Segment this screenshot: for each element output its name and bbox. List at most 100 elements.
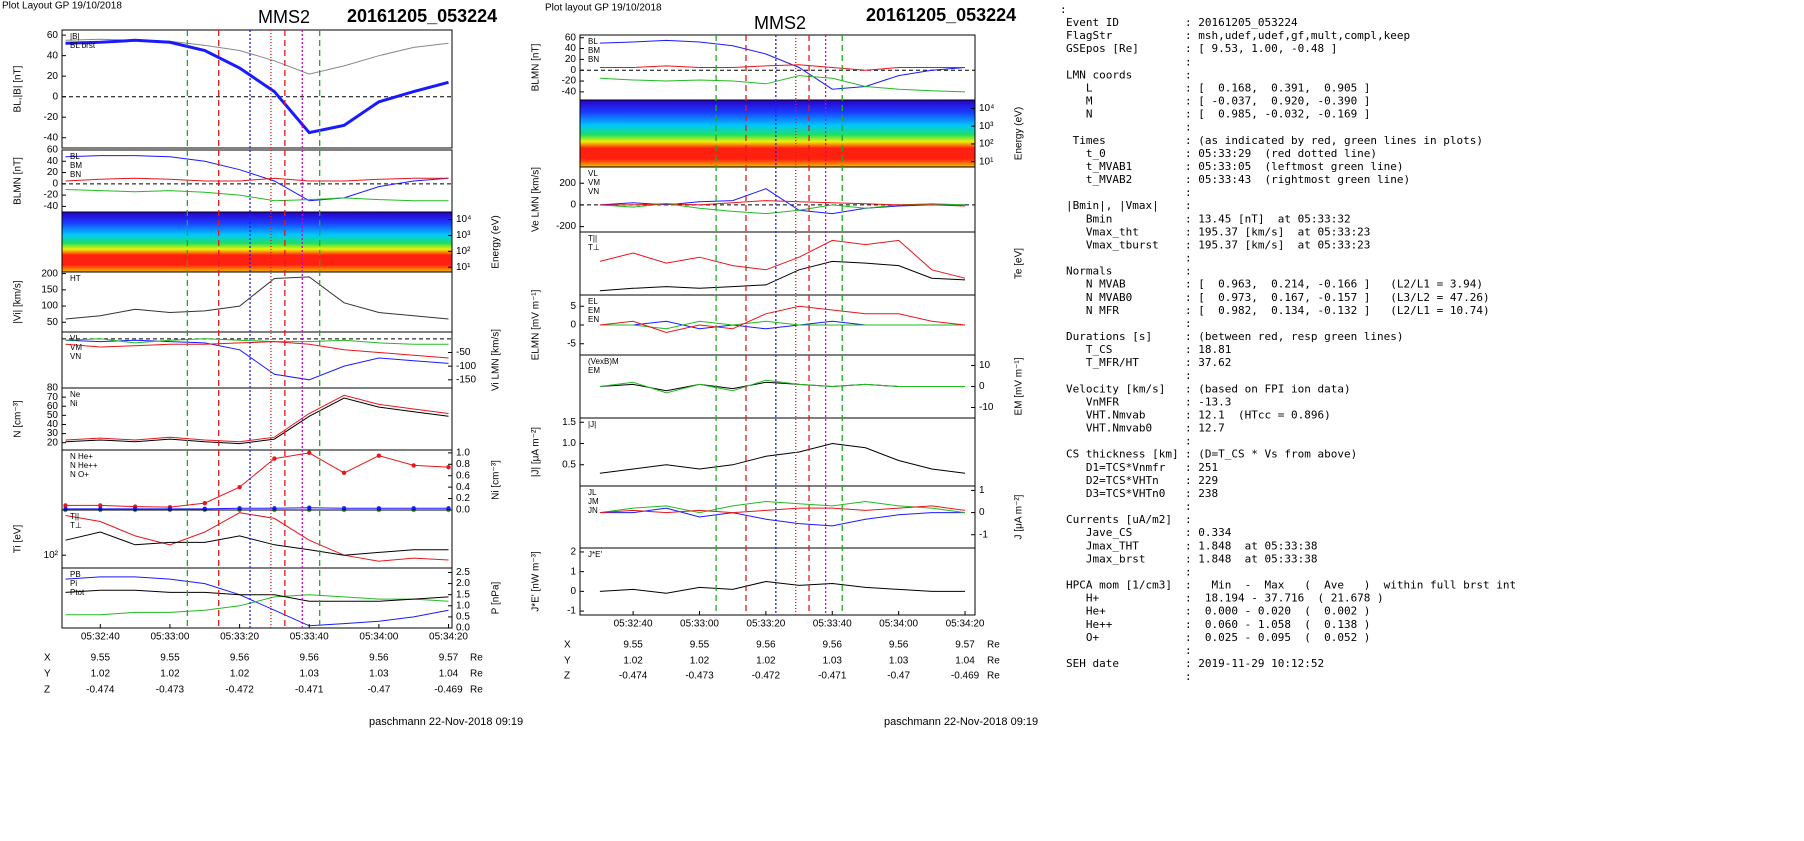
position-value: 9.55 [160,653,180,664]
legend-entry: EM [588,366,600,375]
y-tick-label: -20 [44,190,59,201]
y-tick-label: 1.0 [456,600,470,611]
position-value: 1.02 [91,669,111,680]
y-tick-label: 40 [47,50,59,61]
y-tick-label: 0 [570,65,576,76]
info-key: Event ID [1066,16,1119,29]
info-key: T_MFR/HT [1066,356,1139,369]
position-value: -0.472 [752,671,781,682]
info-key: Vmax_tht [1066,225,1139,238]
y-tick-label: -50 [456,347,471,358]
data-point [307,505,312,510]
position-value: -0.47 [367,685,390,696]
position-value: 1.02 [230,669,250,680]
info-value: : [ -0.037, 0.920, -0.390 ] [1185,95,1370,108]
y-axis-label: EM [mV m⁻¹] [1014,357,1025,415]
panel-frame [61,29,453,149]
y-tick-label: 10² [456,246,471,257]
legend-entry: VN [70,352,81,361]
position-value: 9.56 [230,653,250,664]
legend-entry: Ni [70,399,78,408]
panel-frame [61,449,453,511]
y-tick-label: 1 [979,485,985,496]
y-tick-label: 0 [570,320,576,331]
position-value: 9.56 [823,640,843,651]
position-value: 1.02 [690,656,710,667]
panel-frame [579,485,976,549]
info-key: Jave_CS [1066,526,1132,539]
legend-entry: EL [588,297,598,306]
info-value: : [1185,199,1192,212]
y-tick-label: 10 [979,360,991,371]
position-value: 9.56 [299,653,319,664]
info-value: : [1185,265,1192,278]
legend-entry: VM [70,343,82,352]
series-line [65,589,449,602]
y-axis-label: |J| [μA m⁻²] [531,427,542,477]
y-tick-label: 20 [565,54,577,65]
y-tick-label: 0.5 [456,612,470,623]
y-tick-label: 10³ [456,230,471,241]
legend-entry: Ne [70,390,81,399]
legend-entry: JM [588,497,599,506]
x-tick-label: 05:34:00 [359,632,398,643]
data-point [376,506,382,511]
position-value: 9.55 [91,653,111,664]
y-tick-label: 100 [41,301,58,312]
series-line [599,379,965,394]
y-tick-label: 10² [44,550,59,561]
info-value: : [1185,317,1192,330]
footer: paschmann 22-Nov-2018 09:19 [884,716,1038,728]
series-line [599,200,966,207]
position-value: 9.57 [955,640,975,651]
x-tick-label: 05:34:20 [429,632,468,643]
data-point [411,506,416,511]
info-key: He+ [1066,605,1106,618]
position-unit: Re [470,669,483,680]
legend-entry: T|| [70,512,79,521]
info-value: : [1185,55,1192,68]
info-value: : (between red, resp green lines) [1185,330,1404,343]
position-value: 9.55 [623,640,643,651]
info-key: t_MVAB2 [1066,173,1132,186]
position-value: 9.55 [690,640,710,651]
info-key: Normals [1066,265,1112,278]
info-value: : 238 [1185,487,1218,500]
y-tick-label: 200 [41,268,58,279]
y-tick-label: 20 [47,167,59,178]
series-line [599,239,966,279]
series-line [599,305,966,334]
y-tick-label: 1.5 [562,417,576,428]
info-key: VnMFR [1066,395,1119,408]
position-value: -0.469 [434,685,463,696]
position-label: Y [564,656,571,667]
y-axis-label: Te [eV] [1014,248,1025,279]
data-point [237,506,242,511]
info-key: Durations [s] [1066,330,1152,343]
y-tick-label: 10³ [979,121,994,132]
info-key: D3=TCS*VHTn0 [1066,487,1165,500]
y-tick-label: 2 [570,547,576,558]
legend-entry: N He+ [70,452,93,461]
position-value: -0.471 [295,685,324,696]
info-key: SEH date [1066,657,1119,670]
y-tick-label: 150 [41,284,58,295]
info-key: t_MVAB1 [1066,160,1132,173]
info-key: HPCA mom [1/cm3] [1066,579,1172,592]
panel-frame [61,567,453,629]
y-axis-label: J [μA m⁻²] [1014,494,1025,539]
y-tick-label: 0 [979,381,985,392]
info-key: N MVAB0 [1066,291,1132,304]
info-value: : 251 [1185,461,1218,474]
info-value: : [1185,369,1192,382]
position-value: -0.473 [685,671,714,682]
info-value: : 0.334 [1185,526,1232,539]
info-key: He++ [1066,618,1113,631]
info-value: : 18.81 [1185,343,1231,356]
data-point [341,470,347,476]
position-value: -0.469 [951,671,980,682]
spectrogram [580,100,975,167]
y-tick-label: 0.6 [456,470,470,481]
info-value: : 05:33:05 (leftmost green line) [1185,160,1404,173]
